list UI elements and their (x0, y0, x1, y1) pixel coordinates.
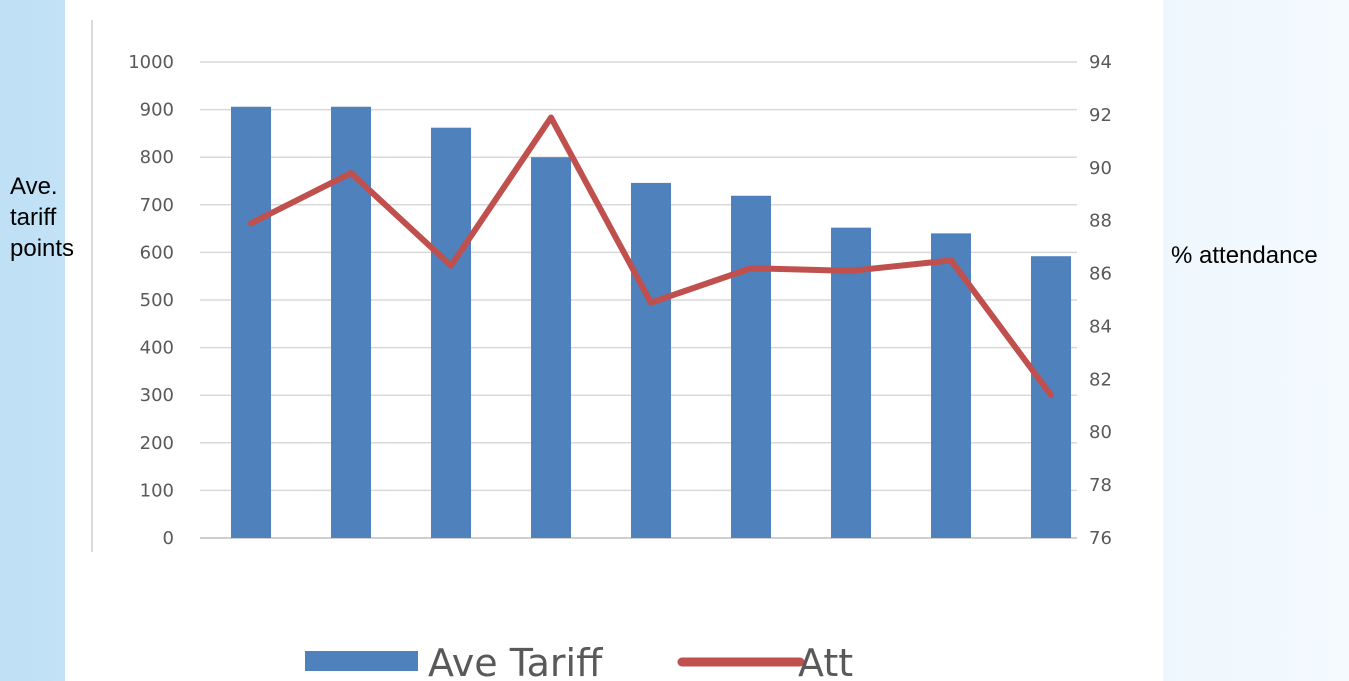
line-point (550, 117, 552, 119)
y-axis-label-left: Ave. tariff points (10, 173, 75, 262)
bar (731, 195, 771, 539)
line-point (250, 222, 252, 224)
legend-label-att: Att (798, 641, 853, 681)
left-tick-label: 300 (140, 385, 174, 406)
y-axis-label-right: % attendance (1171, 242, 1318, 269)
left-tick-label: 0 (163, 528, 174, 549)
line-series-att (248, 114, 1054, 399)
line-point (750, 267, 752, 269)
left-tick-label: 800 (140, 147, 174, 168)
line-point (850, 270, 852, 272)
bar (431, 127, 471, 539)
bar-series-ave-tariff (231, 106, 1071, 539)
line-point (350, 172, 352, 174)
left-tick-label: 200 (140, 433, 174, 454)
bar (831, 227, 871, 538)
left-tick-label: 700 (140, 195, 174, 216)
line-point (1050, 394, 1052, 396)
right-tick-label: 76 (1089, 528, 1112, 549)
line-point (650, 302, 652, 304)
legend-label-ave-tariff: Ave Tariff (428, 641, 603, 681)
right-tick-label: 92 (1089, 105, 1112, 126)
left-tick-label: 400 (140, 338, 174, 359)
line-point (950, 259, 952, 261)
right-tick-label: 78 (1089, 475, 1112, 496)
bar (631, 182, 671, 539)
legend: Ave Tariff Att (305, 641, 853, 681)
right-tick-label: 88 (1089, 211, 1112, 232)
left-tick-label: 500 (140, 290, 174, 311)
right-tick-label: 82 (1089, 369, 1112, 390)
bar (531, 157, 571, 538)
right-tick-label: 86 (1089, 264, 1112, 285)
legend-swatch-bar (305, 651, 418, 671)
line-point (450, 265, 452, 267)
left-y-axis-ticks: 0 100 200 300 400 500 600 700 800 900 1000 (128, 52, 174, 549)
left-tick-label: 600 (140, 242, 174, 263)
left-tick-label: 900 (140, 100, 174, 121)
left-tick-label: 100 (140, 480, 174, 501)
right-tick-label: 90 (1089, 158, 1112, 179)
left-tick-label: 1000 (128, 52, 174, 73)
bar (931, 233, 971, 539)
right-tick-label: 84 (1089, 316, 1112, 337)
right-tick-label: 94 (1089, 52, 1112, 73)
bar (231, 106, 271, 538)
right-tick-label: 80 (1089, 422, 1112, 443)
right-y-axis-ticks: 76 78 80 82 84 86 88 90 92 94 (1089, 52, 1112, 549)
